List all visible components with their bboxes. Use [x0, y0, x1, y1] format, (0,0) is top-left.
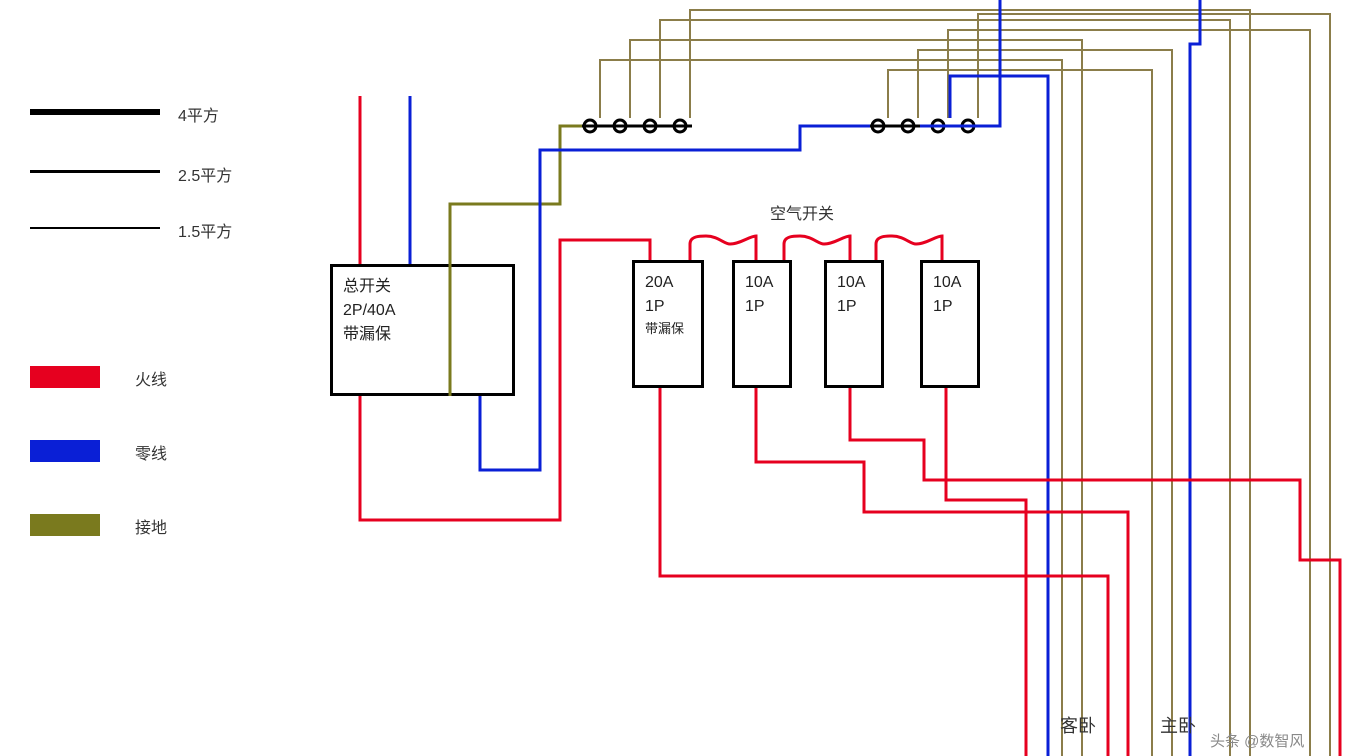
- room-label-2: 主卧: [1160, 712, 1196, 738]
- breaker-2: 10A 1P: [732, 260, 792, 388]
- main-switch-line3: 带漏保: [343, 323, 502, 347]
- breaker-1-line2: 1P: [645, 295, 691, 319]
- air-switch-title: 空气开关: [770, 200, 834, 224]
- breaker-2-line2: 1P: [745, 295, 779, 319]
- breaker-1-line3: 带漏保: [645, 319, 691, 339]
- legend-gauge-15: [30, 227, 160, 229]
- legend-label-live: 火线: [135, 366, 167, 390]
- breaker-4: 10A 1P: [920, 260, 980, 388]
- main-switch-line2: 2P/40A: [343, 299, 502, 323]
- legend-label-ground: 接地: [135, 514, 167, 538]
- legend-gauge-4-label: 4平方: [178, 102, 219, 126]
- legend-gauge-15-label: 1.5平方: [178, 218, 232, 242]
- legend-swatch-ground: [30, 514, 100, 536]
- breaker-2-line1: 10A: [745, 271, 779, 295]
- main-switch-line1: 总开关: [343, 275, 502, 299]
- wiring-diagram: { "canvas": {"width":1358,"height":756,"…: [0, 0, 1358, 756]
- legend-swatch-live: [30, 366, 100, 388]
- breaker-4-line2: 1P: [933, 295, 967, 319]
- legend-label-neutral: 零线: [135, 440, 167, 464]
- breaker-3: 10A 1P: [824, 260, 884, 388]
- breaker-3-line1: 10A: [837, 271, 871, 295]
- breaker-1-line1: 20A: [645, 271, 691, 295]
- main-switch-box: 总开关 2P/40A 带漏保: [330, 264, 515, 396]
- legend-gauge-4: [30, 109, 160, 115]
- legend-swatch-neutral: [30, 440, 100, 462]
- legend-gauge-25: [30, 170, 160, 173]
- breaker-3-line2: 1P: [837, 295, 871, 319]
- watermark: 头条 @数智风: [1210, 730, 1304, 751]
- room-label-1: 客卧: [1060, 712, 1096, 738]
- legend-gauge-25-label: 2.5平方: [178, 162, 232, 186]
- breaker-4-line1: 10A: [933, 271, 967, 295]
- breaker-1: 20A 1P 带漏保: [632, 260, 704, 388]
